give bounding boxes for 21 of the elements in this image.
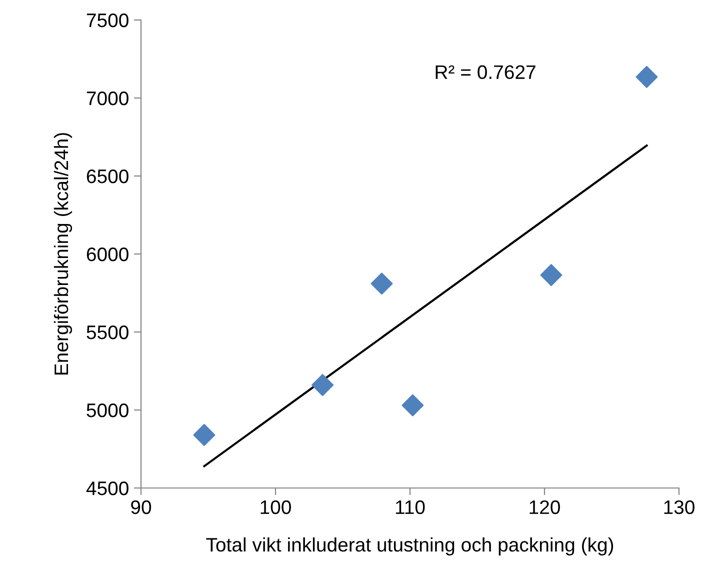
point — [370, 272, 393, 295]
point — [193, 424, 216, 446]
x-tick-label: 110 — [396, 500, 425, 514]
y-tick-label: 7000 — [86, 91, 128, 106]
y-tick-label: 5500 — [86, 325, 128, 340]
point — [402, 394, 424, 416]
point — [540, 264, 562, 286]
point — [636, 66, 658, 88]
y-tick-label: 6500 — [86, 169, 128, 184]
x-tick-label: 130 — [664, 500, 694, 514]
x-tick-label: 120 — [530, 500, 560, 514]
x-tick-label: 90 — [131, 500, 152, 514]
y-tick-label: 7500 — [86, 13, 128, 28]
y-axis-title: Energiförbrukning (kcal/24h) — [54, 133, 72, 375]
y-tick-label: 6000 — [86, 247, 128, 262]
x-tick-label: 100 — [260, 500, 291, 514]
y-tick-label: 5000 — [86, 403, 128, 418]
y-tick-label: 4500 — [86, 481, 128, 496]
point — [312, 374, 334, 396]
annotation: R² = 0.7627 — [436, 65, 536, 80]
x-axis-title: Total vikt inkluderat utustning och packning (kg) — [206, 537, 614, 556]
